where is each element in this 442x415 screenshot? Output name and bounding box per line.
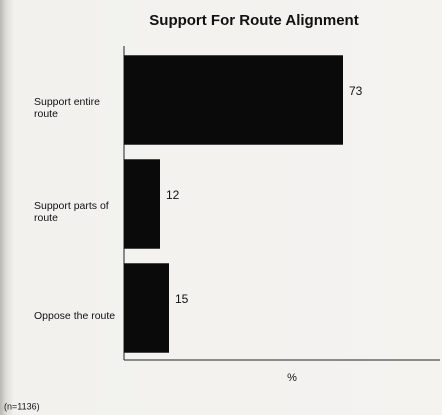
value-label: 73 bbox=[349, 84, 363, 98]
chart-title: Support For Route Alignment bbox=[149, 12, 358, 29]
category-label: Support parts of route bbox=[34, 200, 109, 224]
value-label: 15 bbox=[175, 292, 189, 306]
sample-note: (n=1136) bbox=[4, 401, 40, 411]
category-label: Support entire route bbox=[34, 96, 100, 120]
bar bbox=[124, 263, 169, 353]
x-axis-label: % bbox=[287, 372, 297, 384]
category-label: Oppose the route bbox=[34, 310, 116, 322]
value-label: 12 bbox=[166, 188, 180, 202]
bar bbox=[124, 55, 343, 145]
bar bbox=[124, 159, 160, 249]
